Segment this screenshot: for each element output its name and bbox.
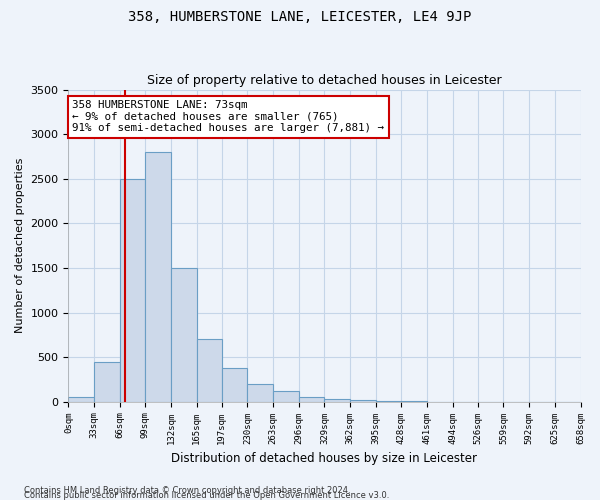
Bar [120, 178, 145, 402]
Bar [145, 152, 171, 402]
Bar [247, 384, 273, 402]
Bar [222, 368, 247, 402]
Bar [350, 400, 376, 402]
Bar [299, 397, 325, 402]
Bar [325, 399, 350, 402]
Bar [273, 391, 299, 402]
X-axis label: Distribution of detached houses by size in Leicester: Distribution of detached houses by size … [172, 452, 478, 465]
Bar [94, 362, 120, 402]
Y-axis label: Number of detached properties: Number of detached properties [15, 158, 25, 334]
Text: 358, HUMBERSTONE LANE, LEICESTER, LE4 9JP: 358, HUMBERSTONE LANE, LEICESTER, LE4 9J… [128, 10, 472, 24]
Text: 358 HUMBERSTONE LANE: 73sqm
← 9% of detached houses are smaller (765)
91% of sem: 358 HUMBERSTONE LANE: 73sqm ← 9% of deta… [72, 100, 384, 134]
Bar [171, 268, 197, 402]
Text: Contains HM Land Registry data © Crown copyright and database right 2024.: Contains HM Land Registry data © Crown c… [24, 486, 350, 495]
Bar [376, 401, 401, 402]
Bar [197, 340, 222, 402]
Text: Contains public sector information licensed under the Open Government Licence v3: Contains public sector information licen… [24, 491, 389, 500]
Bar [68, 397, 94, 402]
Title: Size of property relative to detached houses in Leicester: Size of property relative to detached ho… [147, 74, 502, 87]
